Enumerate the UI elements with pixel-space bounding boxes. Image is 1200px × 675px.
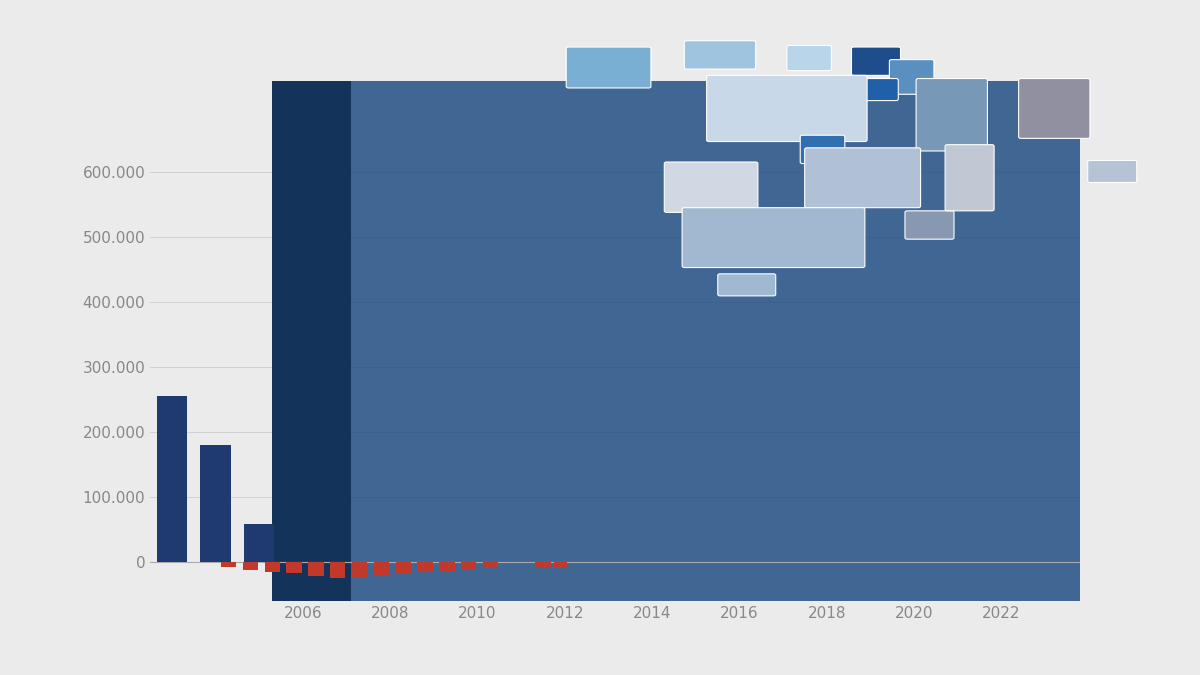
Bar [200, 445, 230, 562]
Bar [221, 562, 236, 567]
FancyBboxPatch shape [1019, 78, 1090, 138]
FancyBboxPatch shape [905, 211, 954, 239]
Bar [308, 562, 324, 576]
Bar [418, 562, 433, 572]
FancyBboxPatch shape [889, 59, 934, 95]
FancyBboxPatch shape [684, 40, 756, 69]
Bar [156, 396, 187, 562]
Bar [373, 562, 389, 575]
Bar [439, 562, 455, 571]
Bar [244, 524, 275, 562]
FancyBboxPatch shape [665, 162, 758, 213]
Bar [535, 562, 551, 568]
FancyBboxPatch shape [946, 144, 994, 211]
FancyBboxPatch shape [682, 208, 865, 267]
Bar [461, 562, 476, 570]
Bar [554, 562, 566, 567]
FancyBboxPatch shape [852, 47, 900, 76]
Bar [482, 562, 498, 568]
FancyBboxPatch shape [800, 135, 845, 163]
FancyBboxPatch shape [718, 274, 775, 296]
FancyBboxPatch shape [707, 76, 868, 142]
FancyBboxPatch shape [805, 148, 920, 208]
FancyBboxPatch shape [1087, 161, 1136, 182]
Bar [242, 562, 258, 570]
Bar [265, 562, 280, 572]
Bar [352, 562, 367, 576]
FancyBboxPatch shape [787, 45, 832, 71]
Bar [330, 562, 346, 578]
Bar [272, 81, 350, 601]
Bar [396, 562, 410, 574]
Bar [287, 562, 301, 574]
FancyBboxPatch shape [916, 78, 988, 151]
FancyBboxPatch shape [863, 78, 899, 101]
Bar [272, 81, 1080, 601]
FancyBboxPatch shape [566, 47, 650, 88]
